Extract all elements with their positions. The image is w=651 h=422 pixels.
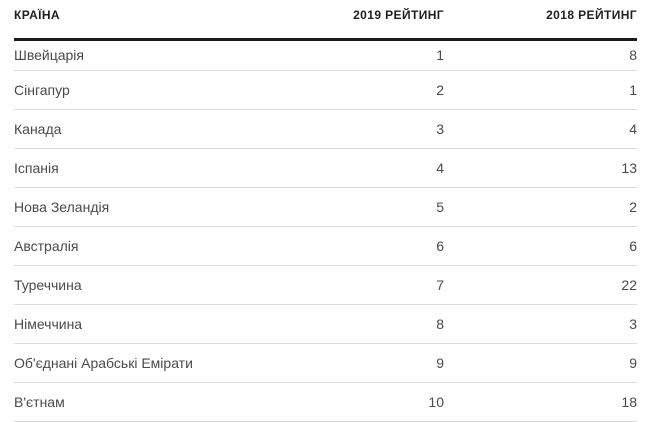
country-cell: Іспанія bbox=[14, 148, 284, 188]
rating-2019-cell: 1 bbox=[284, 39, 444, 71]
rating-2018-cell: 18 bbox=[444, 382, 637, 422]
rating-2019-cell: 2 bbox=[284, 70, 444, 110]
country-cell: Австралія bbox=[14, 226, 284, 266]
country-cell: Канада bbox=[14, 109, 284, 149]
rating-2018-cell: 8 bbox=[444, 39, 637, 71]
rating-2018-cell: 3 bbox=[444, 304, 637, 344]
table-row: Канада 3 4 bbox=[14, 109, 637, 149]
country-cell: Німеччина bbox=[14, 304, 284, 344]
table-row: Німеччина 8 3 bbox=[14, 304, 637, 344]
table-row: Сінгапур 2 1 bbox=[14, 70, 637, 110]
country-cell: Об'єднані Арабські Емірати bbox=[14, 343, 284, 383]
column-header-2019-rating: 2019 РЕЙТИНГ bbox=[284, 0, 444, 41]
table-row: Австралія 6 6 bbox=[14, 226, 637, 266]
column-header-country: КРАЇНА bbox=[14, 0, 284, 41]
table-row: Туреччина 7 22 bbox=[14, 265, 637, 305]
table-header: КРАЇНА 2019 РЕЙТИНГ 2018 РЕЙТИНГ bbox=[14, 0, 637, 41]
rating-2018-cell: 9 bbox=[444, 343, 637, 383]
table-row: Об'єднані Арабські Емірати 9 9 bbox=[14, 343, 637, 383]
rating-2019-cell: 7 bbox=[284, 265, 444, 305]
header-row: КРАЇНА 2019 РЕЙТИНГ 2018 РЕЙТИНГ bbox=[14, 0, 637, 41]
country-ranking-table: КРАЇНА 2019 РЕЙТИНГ 2018 РЕЙТИНГ Швейцар… bbox=[14, 0, 637, 422]
rating-2018-cell: 22 bbox=[444, 265, 637, 305]
country-cell: Нова Зеландія bbox=[14, 187, 284, 227]
rating-2019-cell: 8 bbox=[284, 304, 444, 344]
rating-2019-cell: 9 bbox=[284, 343, 444, 383]
table-row: Швейцарія 1 8 bbox=[14, 39, 637, 71]
rating-2019-cell: 5 bbox=[284, 187, 444, 227]
rating-2019-cell: 6 bbox=[284, 226, 444, 266]
rating-2018-cell: 6 bbox=[444, 226, 637, 266]
column-header-2018-rating: 2018 РЕЙТИНГ bbox=[444, 0, 637, 41]
rating-2019-cell: 10 bbox=[284, 382, 444, 422]
country-cell: Швейцарія bbox=[14, 39, 284, 71]
rating-2018-cell: 4 bbox=[444, 109, 637, 149]
rating-2019-cell: 3 bbox=[284, 109, 444, 149]
country-cell: Сінгапур bbox=[14, 70, 284, 110]
rating-2018-cell: 13 bbox=[444, 148, 637, 188]
table-row: В'єтнам 10 18 bbox=[14, 382, 637, 422]
country-cell: Туреччина bbox=[14, 265, 284, 305]
country-cell: В'єтнам bbox=[14, 382, 284, 422]
table-row: Нова Зеландія 5 2 bbox=[14, 187, 637, 227]
table-body: Швейцарія 1 8 Сінгапур 2 1 Канада 3 4 Іс… bbox=[14, 39, 637, 422]
table-row: Іспанія 4 13 bbox=[14, 148, 637, 188]
rating-2019-cell: 4 bbox=[284, 148, 444, 188]
rating-2018-cell: 1 bbox=[444, 70, 637, 110]
rating-2018-cell: 2 bbox=[444, 187, 637, 227]
